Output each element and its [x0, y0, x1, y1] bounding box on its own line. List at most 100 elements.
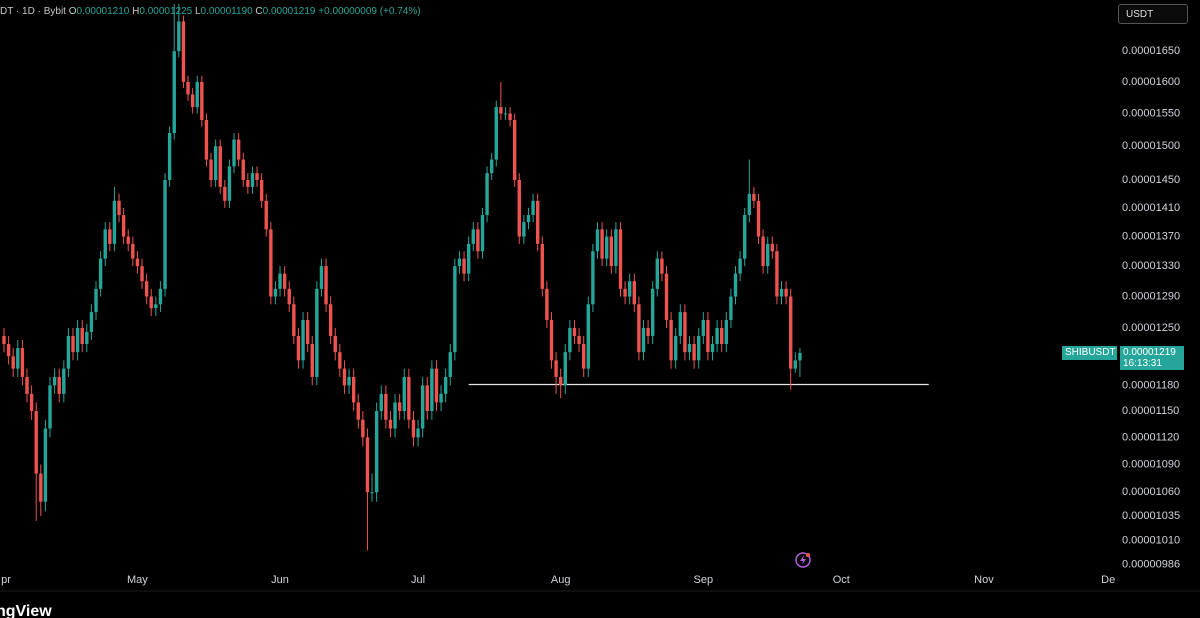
candle-body	[462, 258, 466, 274]
alert-icon-bolt	[800, 555, 806, 565]
candle-body	[126, 236, 130, 244]
candle-body	[167, 133, 172, 181]
symbol-tag: SHIBUSDT	[1062, 346, 1117, 360]
x-tick-label: Nov	[974, 574, 994, 586]
candle-body	[457, 258, 462, 267]
candle-body	[34, 411, 38, 474]
candle-body	[526, 214, 531, 223]
candle-body	[407, 376, 411, 420]
candle-body	[448, 352, 452, 377]
candle-body	[609, 236, 613, 267]
candle-body	[227, 166, 232, 201]
candle-body	[361, 419, 365, 438]
alert-icon[interactable]	[795, 552, 811, 568]
candle-body	[75, 327, 80, 353]
candle-body	[365, 437, 370, 493]
candle-body	[554, 360, 558, 377]
candle-body	[333, 335, 337, 353]
candle-body	[775, 251, 779, 297]
candle-body	[729, 296, 733, 320]
candle-body	[761, 236, 765, 267]
candle-body	[181, 21, 186, 82]
candle-body	[766, 243, 770, 267]
candle-body	[186, 81, 190, 95]
candle-body	[595, 229, 600, 252]
candle-body	[572, 327, 577, 336]
candle-body	[485, 173, 489, 215]
candle-body	[499, 107, 503, 114]
candle-body	[512, 119, 517, 181]
candle-body	[411, 419, 416, 438]
candle-body	[637, 304, 641, 353]
candle-body	[692, 344, 696, 361]
candle-body	[660, 258, 664, 274]
candle-body	[158, 288, 163, 305]
candle-body	[11, 356, 15, 369]
ohlc-key: C	[255, 6, 263, 17]
candle-body	[747, 193, 752, 215]
y-tick-label: 0.00001250	[1122, 322, 1180, 334]
candle-body	[540, 243, 544, 289]
candle-body	[287, 288, 291, 305]
y-tick-label: 0.00001650	[1122, 45, 1180, 57]
candle-body	[108, 229, 112, 244]
countdown: 16:13:31	[1123, 358, 1162, 369]
y-tick-label: 0.00001450	[1122, 174, 1180, 186]
candle-body	[144, 281, 149, 297]
candle-body	[402, 376, 406, 412]
candle-body	[282, 273, 287, 289]
candle-body	[545, 288, 549, 320]
candle-body	[549, 319, 554, 361]
candle-body	[614, 229, 618, 267]
candle-body	[531, 200, 535, 215]
currency-button[interactable]: USDT	[1118, 4, 1188, 24]
legend: DT · 1D · Bybit O0.00001210 H0.00001225 …	[0, 6, 421, 17]
candle-body	[388, 419, 393, 429]
candle-body	[678, 312, 682, 336]
candle-body	[52, 376, 57, 386]
candle-body	[439, 393, 443, 403]
candle-body	[135, 258, 140, 267]
candle-body	[756, 200, 761, 237]
candle-body	[89, 312, 94, 332]
candle-body	[29, 393, 34, 412]
candle-body	[292, 304, 296, 336]
candle-body	[121, 214, 126, 237]
candle-body	[209, 159, 213, 181]
candle-body	[650, 288, 655, 336]
candle-body	[374, 411, 379, 493]
candle-body	[342, 368, 347, 386]
y-tick-label: 0.00001330	[1122, 260, 1180, 272]
candle-body	[480, 214, 485, 252]
candle-body	[204, 119, 209, 160]
candle-body	[80, 327, 84, 345]
candle-body	[2, 335, 6, 345]
candle-body	[62, 368, 66, 394]
candle-body	[687, 344, 692, 353]
candle-body	[246, 180, 250, 187]
candle-body	[752, 193, 756, 201]
y-tick-label: 0.00001500	[1122, 140, 1180, 152]
y-tick-label: 0.00001060	[1122, 486, 1180, 498]
candle-body	[489, 159, 494, 174]
x-tick-label: Aug	[551, 574, 571, 586]
ohlc-key: O	[68, 6, 77, 17]
candle-body	[623, 288, 627, 297]
candle-body	[296, 335, 301, 361]
y-tick-label: 0.00001180	[1122, 379, 1179, 391]
candle-body	[784, 288, 788, 297]
candle-body	[48, 385, 52, 429]
y-tick-label: 0.00001090	[1122, 458, 1180, 470]
candle-body	[315, 288, 319, 377]
candle-body	[425, 385, 429, 412]
candle-body	[370, 492, 374, 494]
candle-body	[641, 327, 646, 353]
y-tick-label: 0.00001150	[1122, 405, 1179, 417]
candle-body	[789, 296, 793, 369]
candle-body	[177, 21, 181, 52]
candle-body	[701, 319, 706, 336]
candle-body	[25, 376, 29, 394]
candle-body	[20, 348, 25, 377]
candle-body	[384, 393, 388, 420]
candle-body	[604, 236, 609, 259]
